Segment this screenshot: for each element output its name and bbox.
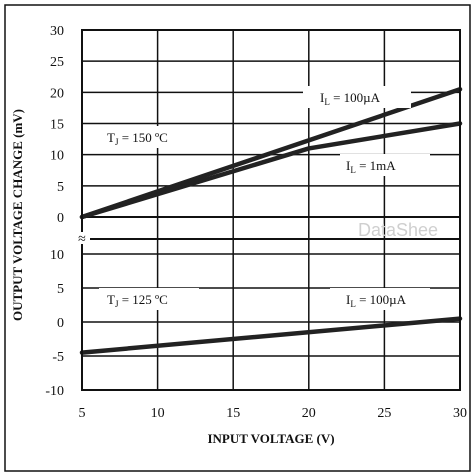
y-tick-label: 25 [50, 55, 64, 70]
svg-text:IL = 100µA: IL = 100µA [346, 292, 407, 309]
watermark: DataShee [358, 220, 438, 240]
svg-text:TJ = 150 ºC: TJ = 150 ºC [107, 130, 168, 147]
y-tick-label: 5 [57, 180, 64, 195]
axis-break-gap [74, 232, 90, 244]
y-tick-label: -5 [52, 350, 64, 365]
svg-text:TJ = 125 ºC: TJ = 125 ºC [107, 292, 168, 309]
upper-series-line-1 [79, 121, 463, 220]
x-axis-label: INPUT VOLTAGE (V) [207, 431, 334, 446]
outer-frame [4, 4, 471, 472]
y-tick-label: 10 [50, 149, 64, 164]
upper-series-label-1ma: IL = 1mA [340, 154, 430, 176]
x-tick-label: 15 [226, 406, 240, 421]
x-tick-label: 20 [302, 406, 316, 421]
axis-break-marker: ≈ [78, 232, 86, 247]
y-tick-label: 20 [50, 86, 64, 101]
upper-temp-annotation: TJ = 150 ºC [99, 126, 199, 148]
lower-series-label-100ua: IL = 100µA [330, 288, 430, 310]
lower-series-line-0 [79, 316, 463, 355]
y-tick-label: 0 [57, 316, 64, 331]
y-tick-label: 10 [50, 248, 64, 263]
y-tick-label: -10 [45, 384, 64, 399]
y-tick-label: 0 [57, 211, 64, 226]
series-lines [79, 86, 463, 355]
svg-text:IL = 100µA: IL = 100µA [320, 90, 381, 107]
tick-labels: 0 5 10 15 20 25 30 -10 -5 0 5 10 5 10 15 20 25 30 [45, 24, 467, 421]
x-tick-label: 10 [151, 406, 165, 421]
lower-temp-annotation: TJ = 125 ºC [99, 288, 199, 310]
x-tick-label: 5 [79, 406, 86, 421]
y-axis-label: OUTPUT VOLTAGE CHANGE (mV) [10, 109, 25, 321]
x-tick-label: 25 [377, 406, 391, 421]
y-tick-label: 30 [50, 24, 64, 39]
x-tick-label: 30 [453, 406, 467, 421]
plot-frame [81, 29, 461, 391]
svg-text:IL = 1mA: IL = 1mA [346, 158, 396, 175]
y-tick-label: 15 [50, 118, 64, 133]
upper-series-label-100ua: IL = 100µA [303, 86, 411, 108]
y-tick-label: 5 [57, 282, 64, 297]
